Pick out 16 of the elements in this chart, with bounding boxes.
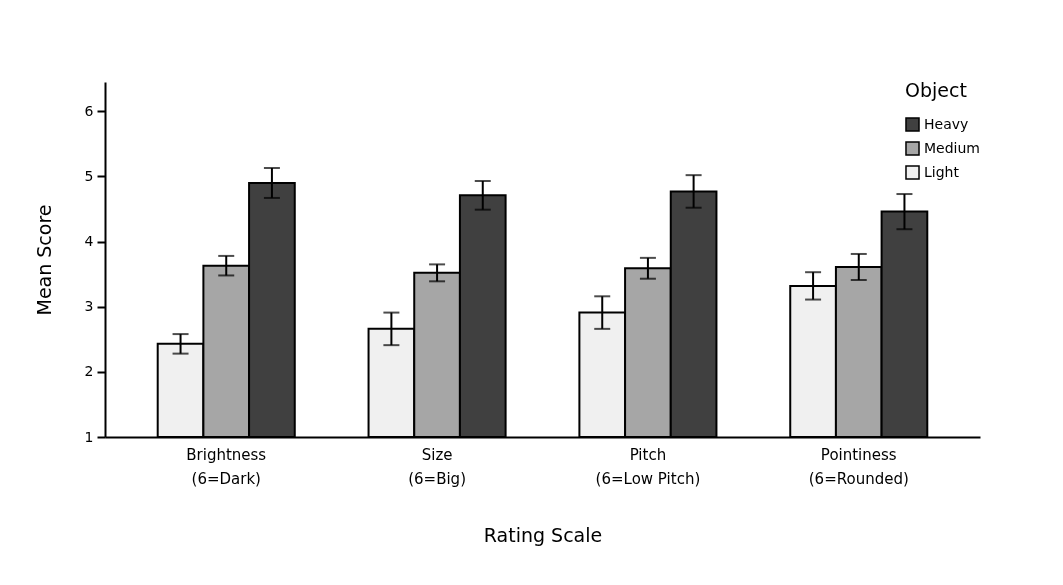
y-tick-label: 5 [84,167,94,184]
y-tick-label: 3 [84,298,94,315]
y-tick-label: 4 [84,233,94,250]
y-tick-label: 1 [84,428,94,445]
y-axis-title: Mean Score [32,204,55,316]
legend-label: Heavy [924,115,969,132]
x-tick-label: Size (6=Big) [408,445,466,488]
legend-label: Medium [924,139,980,156]
x-tick-label: Pitch (6=Low Pitch) [595,445,701,488]
x-tick-label: Brightness (6=Dark) [186,445,267,488]
x-axis-title: Rating Scale [483,523,603,546]
y-tick-label: 6 [84,102,94,119]
x-tick-label: Pointiness (6=Rounded) [808,445,909,488]
y-tick-label: 2 [84,363,94,380]
legend-label: Light [924,163,960,180]
legend-title: Object [905,79,967,101]
